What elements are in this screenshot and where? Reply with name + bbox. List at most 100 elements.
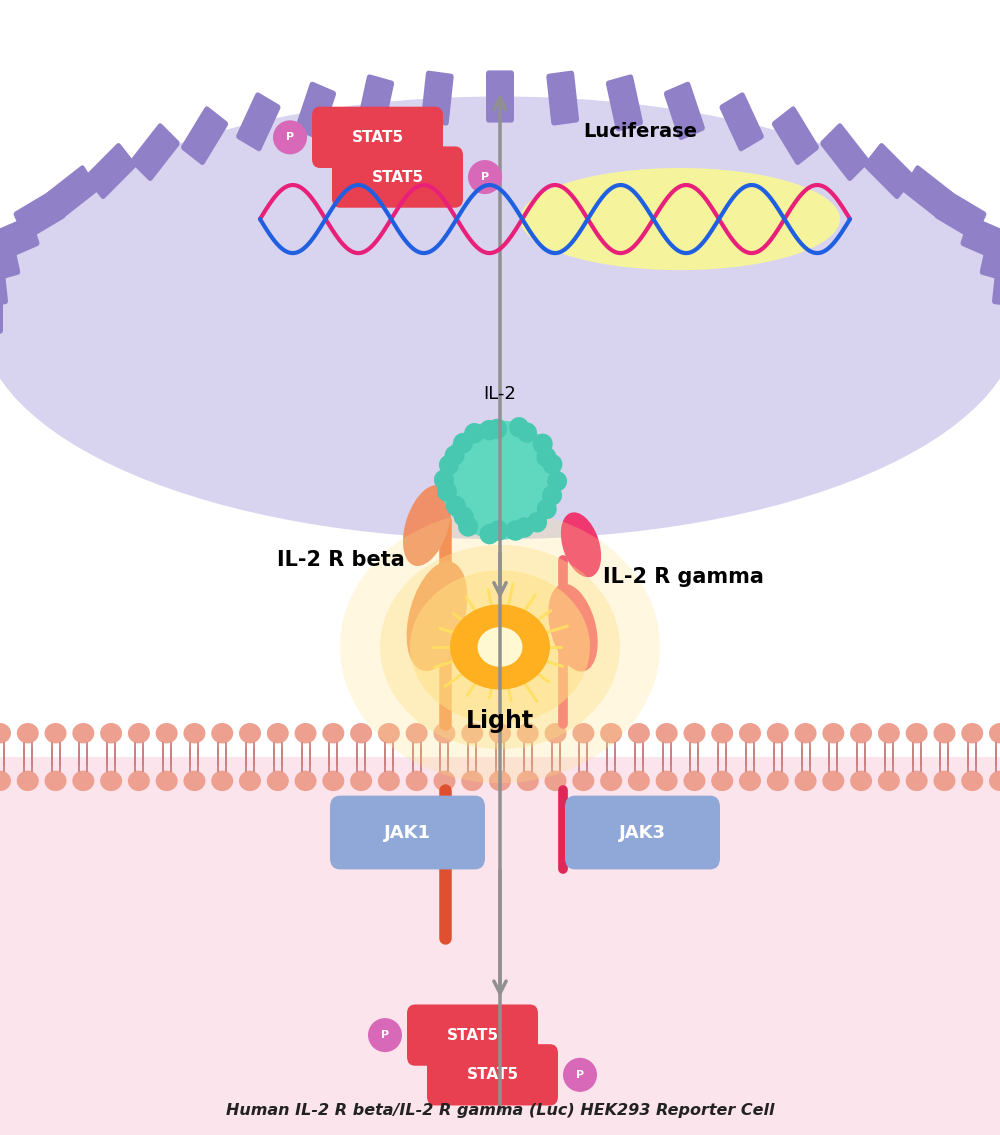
FancyBboxPatch shape <box>236 92 281 151</box>
Ellipse shape <box>461 771 483 791</box>
Ellipse shape <box>906 771 928 791</box>
Ellipse shape <box>487 419 507 439</box>
Ellipse shape <box>520 168 840 270</box>
Ellipse shape <box>295 771 317 791</box>
Text: P: P <box>481 173 489 182</box>
FancyBboxPatch shape <box>0 216 39 262</box>
Ellipse shape <box>267 723 289 743</box>
Ellipse shape <box>933 771 955 791</box>
Ellipse shape <box>322 723 344 743</box>
Ellipse shape <box>439 455 459 476</box>
Ellipse shape <box>527 512 547 532</box>
FancyBboxPatch shape <box>0 272 8 310</box>
Ellipse shape <box>156 771 178 791</box>
Ellipse shape <box>850 723 872 743</box>
Ellipse shape <box>489 771 511 791</box>
Ellipse shape <box>433 771 455 791</box>
Text: IL-2 R gamma: IL-2 R gamma <box>603 566 764 587</box>
Ellipse shape <box>350 771 372 791</box>
Text: Light: Light <box>466 709 534 733</box>
Ellipse shape <box>72 723 94 743</box>
Ellipse shape <box>572 771 594 791</box>
FancyBboxPatch shape <box>565 796 720 869</box>
Ellipse shape <box>273 120 307 154</box>
FancyBboxPatch shape <box>131 124 180 180</box>
FancyBboxPatch shape <box>0 302 3 334</box>
Text: IL-2 R beta: IL-2 R beta <box>277 549 405 570</box>
Ellipse shape <box>628 723 650 743</box>
Ellipse shape <box>45 723 67 743</box>
Ellipse shape <box>433 723 455 743</box>
Ellipse shape <box>464 423 484 444</box>
Ellipse shape <box>479 420 499 440</box>
Ellipse shape <box>989 771 1000 791</box>
Ellipse shape <box>711 771 733 791</box>
FancyBboxPatch shape <box>664 82 705 140</box>
Ellipse shape <box>878 723 900 743</box>
Ellipse shape <box>545 771 567 791</box>
Ellipse shape <box>542 454 562 474</box>
Ellipse shape <box>628 771 650 791</box>
Text: STAT5: STAT5 <box>466 1067 519 1083</box>
Ellipse shape <box>961 723 983 743</box>
Ellipse shape <box>478 627 522 667</box>
Ellipse shape <box>100 723 122 743</box>
Ellipse shape <box>403 485 451 566</box>
Ellipse shape <box>406 723 428 743</box>
Ellipse shape <box>489 723 511 743</box>
FancyBboxPatch shape <box>407 1004 538 1066</box>
Ellipse shape <box>407 562 467 671</box>
Ellipse shape <box>45 771 67 791</box>
FancyBboxPatch shape <box>14 190 66 241</box>
Ellipse shape <box>458 516 478 537</box>
Ellipse shape <box>561 512 601 578</box>
Ellipse shape <box>572 723 594 743</box>
FancyBboxPatch shape <box>295 82 336 140</box>
FancyBboxPatch shape <box>864 143 915 199</box>
Ellipse shape <box>128 723 150 743</box>
Ellipse shape <box>767 771 789 791</box>
Ellipse shape <box>211 771 233 791</box>
Ellipse shape <box>450 604 550 690</box>
Ellipse shape <box>767 723 789 743</box>
Ellipse shape <box>128 771 150 791</box>
Ellipse shape <box>545 723 567 743</box>
Ellipse shape <box>989 723 1000 743</box>
Ellipse shape <box>906 723 928 743</box>
Ellipse shape <box>17 771 39 791</box>
Ellipse shape <box>683 771 705 791</box>
Ellipse shape <box>453 432 473 453</box>
Ellipse shape <box>17 723 39 743</box>
Text: JAK3: JAK3 <box>619 824 666 841</box>
FancyBboxPatch shape <box>330 796 485 869</box>
FancyBboxPatch shape <box>427 1044 558 1105</box>
FancyBboxPatch shape <box>992 272 1000 310</box>
Ellipse shape <box>368 1018 402 1052</box>
Ellipse shape <box>350 723 372 743</box>
Ellipse shape <box>461 723 483 743</box>
Ellipse shape <box>961 771 983 791</box>
FancyBboxPatch shape <box>421 70 454 126</box>
Ellipse shape <box>406 771 428 791</box>
FancyBboxPatch shape <box>312 107 443 168</box>
FancyBboxPatch shape <box>606 75 643 132</box>
Ellipse shape <box>380 545 620 749</box>
Ellipse shape <box>454 506 474 527</box>
Text: STAT5: STAT5 <box>446 1027 499 1043</box>
Ellipse shape <box>656 771 678 791</box>
Ellipse shape <box>72 771 94 791</box>
Text: P: P <box>286 133 294 142</box>
FancyBboxPatch shape <box>546 70 579 126</box>
FancyBboxPatch shape <box>181 107 228 165</box>
Ellipse shape <box>795 771 817 791</box>
Text: JAK1: JAK1 <box>384 824 431 841</box>
Ellipse shape <box>739 771 761 791</box>
Ellipse shape <box>437 481 457 502</box>
Ellipse shape <box>0 771 11 791</box>
FancyBboxPatch shape <box>486 70 514 123</box>
Ellipse shape <box>711 723 733 743</box>
FancyBboxPatch shape <box>332 146 463 208</box>
Text: STAT5: STAT5 <box>351 129 404 145</box>
Ellipse shape <box>542 485 562 505</box>
Ellipse shape <box>239 723 261 743</box>
